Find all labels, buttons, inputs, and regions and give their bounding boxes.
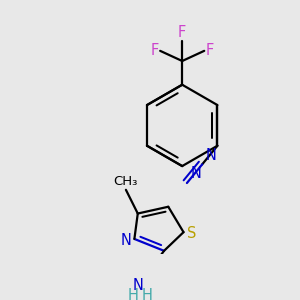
Text: F: F xyxy=(150,43,158,58)
Text: N: N xyxy=(190,166,201,181)
Text: S: S xyxy=(187,226,196,242)
Text: F: F xyxy=(178,25,186,40)
Text: N: N xyxy=(133,278,144,293)
Text: H: H xyxy=(128,288,139,300)
Text: H: H xyxy=(142,288,152,300)
Text: CH₃: CH₃ xyxy=(114,175,138,188)
Text: F: F xyxy=(206,43,214,58)
Text: N: N xyxy=(121,233,132,248)
Text: N: N xyxy=(206,148,216,163)
